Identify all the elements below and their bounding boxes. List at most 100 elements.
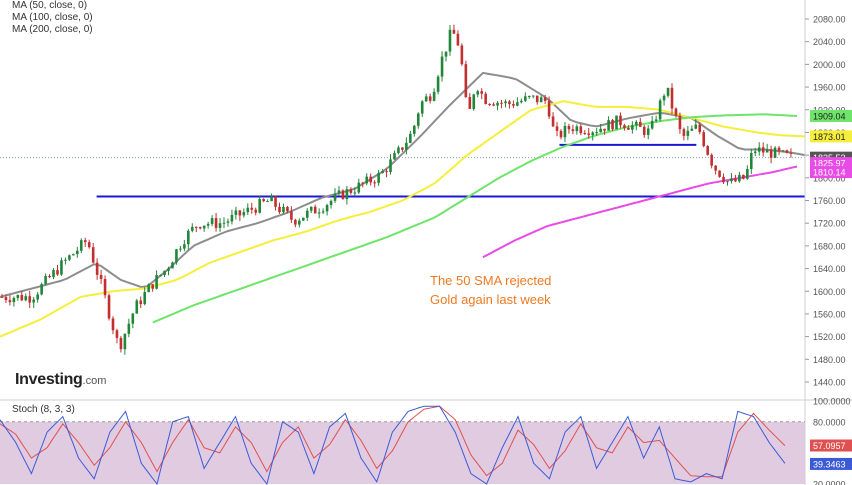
candle-body (464, 64, 468, 98)
candle-body (389, 159, 392, 173)
candle-body (623, 125, 626, 128)
candle-body (325, 205, 329, 212)
candle-body (95, 262, 99, 275)
candle-body (28, 296, 32, 303)
candle-body (99, 274, 103, 280)
candle-body (135, 300, 139, 314)
candle-body (333, 193, 337, 201)
candle-body (773, 147, 777, 158)
candle-body (194, 226, 198, 228)
candle-body (674, 108, 678, 116)
ma-extra-line (482, 165, 798, 259)
candlesticks (0, 24, 793, 355)
candle-body (179, 248, 182, 250)
candle-body (258, 199, 261, 213)
candle-body (722, 176, 725, 183)
candle-body (52, 270, 55, 278)
candle-body (650, 120, 654, 129)
candle-body (329, 200, 333, 206)
support-resistance-lines (96, 143, 805, 198)
candle-body (393, 153, 396, 160)
candle-body (48, 275, 51, 278)
logo-brand: Investing (15, 371, 83, 388)
y-tick-label: 1520.00 (813, 332, 846, 342)
candle-body (424, 96, 428, 102)
candle-body (373, 182, 376, 184)
candle-body (361, 182, 365, 184)
candle-body (488, 104, 491, 106)
price-tag-bg (810, 166, 852, 179)
stoch-tick-label: 80.0000 (813, 417, 846, 427)
y-tick-label: 2080.00 (813, 15, 846, 25)
ma-legend: MA (50, close, 0) MA (100, close, 0) MA … (12, 0, 93, 36)
candle-body (706, 146, 709, 155)
y-tick-label: 1680.00 (813, 241, 846, 251)
candle-body (472, 94, 476, 109)
candle-body (504, 101, 507, 104)
price-tag-bg (810, 130, 852, 143)
candle-body (460, 45, 464, 65)
candle-body (765, 149, 769, 153)
annotation-line-2: Gold again last week (430, 292, 551, 307)
candle-body (567, 125, 571, 130)
candle-body (155, 275, 158, 289)
candle-body (87, 242, 91, 248)
candle-body (785, 150, 789, 153)
candle-body (365, 176, 369, 184)
chart-annotation: The 50 SMA rejected Gold again last week (430, 271, 551, 309)
candle-body (543, 97, 547, 101)
candle-body (369, 176, 372, 183)
candle-body (151, 284, 154, 289)
y-tick-label: 1800.00 (813, 173, 846, 183)
candle-body (278, 206, 281, 213)
stoch-d-tag-label: 39.3463 (813, 459, 846, 469)
candle-body (726, 181, 729, 183)
candle-body (214, 218, 218, 228)
candle-body (436, 76, 440, 92)
candle-body (115, 330, 119, 338)
candle-body (603, 128, 606, 131)
candle-body (607, 120, 610, 131)
candle-body (282, 206, 285, 213)
candle-body (103, 279, 107, 296)
candle-body (230, 214, 234, 222)
candle-body (611, 120, 614, 130)
candle-body (448, 29, 452, 52)
candle-body (646, 128, 650, 135)
candle-body (301, 217, 305, 221)
y-tick-label: 1560.00 (813, 309, 846, 319)
candle-body (524, 96, 527, 101)
candle-body (171, 262, 174, 269)
price-tag-bg (810, 109, 852, 122)
candle-body (761, 147, 765, 153)
candle-body (508, 101, 511, 105)
y-tick-label: 1600.00 (813, 287, 846, 297)
candle-body (559, 130, 563, 138)
candle-body (187, 230, 190, 245)
candle-body (539, 97, 543, 103)
candle-body (654, 119, 658, 121)
candle-body (167, 268, 170, 271)
price-tag-label: 1825.97 (813, 159, 846, 169)
y-tick-label: 1440.00 (813, 378, 846, 388)
stoch-tick-label: 100.0000 (813, 397, 851, 407)
candle-body (321, 211, 325, 213)
moving-average-lines (0, 71, 806, 338)
candle-body (12, 298, 16, 303)
candle-body (250, 207, 254, 210)
candle-body (638, 121, 642, 127)
candle-body (416, 113, 420, 126)
candle-body (405, 142, 408, 150)
candle-body (305, 210, 309, 218)
candle-body (682, 129, 686, 136)
y-tick-label: 1760.00 (813, 196, 846, 206)
candle-body (147, 284, 150, 293)
price-axis: 2080.002040.002000.001960.001920.001880.… (804, 0, 846, 485)
candle-body (123, 333, 127, 350)
candle-body (20, 294, 24, 301)
candle-body (206, 223, 210, 226)
candle-body (742, 174, 745, 179)
stoch-k-tag-label: 57.0957 (813, 441, 846, 451)
candle-body (91, 247, 95, 263)
